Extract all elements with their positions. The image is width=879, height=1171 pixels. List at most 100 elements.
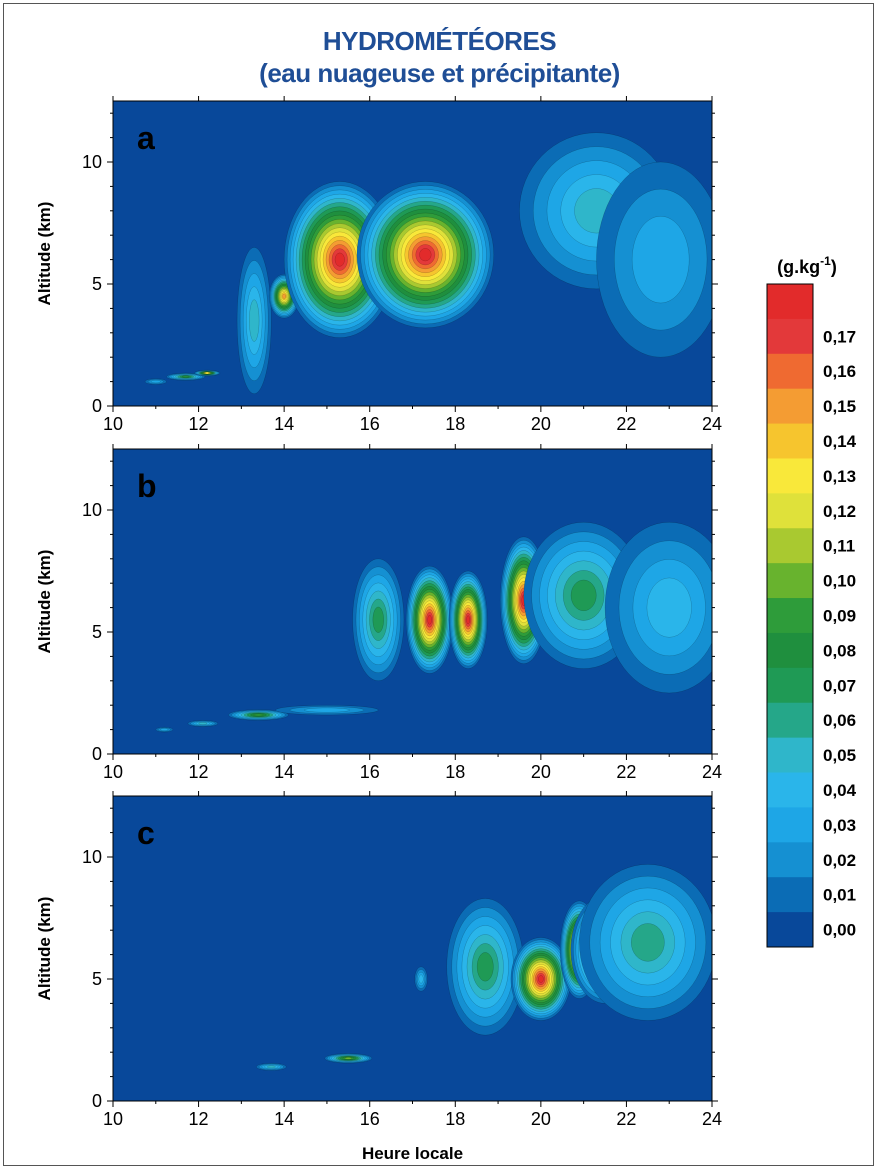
contour-band <box>282 293 286 299</box>
contour-blob <box>604 521 712 694</box>
colorbar-swatch <box>767 284 813 320</box>
x-tick-label: 10 <box>103 1109 123 1129</box>
contour-band <box>205 371 209 375</box>
x-axis-label: Heure locale <box>362 1144 463 1163</box>
x-tick-label: 16 <box>360 762 380 782</box>
x-tick-label: 12 <box>189 1109 209 1129</box>
contour-blob <box>144 378 167 385</box>
colorbar-label: 0,05 <box>823 746 856 765</box>
colorbar-label: 0,15 <box>823 397 856 416</box>
colorbar-title-unit: (g.kg <box>777 257 820 277</box>
x-tick-label: 14 <box>274 1109 294 1129</box>
panel-letter: c <box>137 815 155 851</box>
colorbar-label: 0,03 <box>823 816 856 835</box>
panel-b <box>113 449 712 754</box>
colorbar-title-close: ) <box>831 257 837 277</box>
contour-blob <box>579 864 712 1021</box>
contour-band <box>160 728 169 731</box>
colorbar-label: 0,10 <box>823 572 856 591</box>
x-tick-label: 18 <box>445 1109 465 1129</box>
contour-band <box>150 380 161 384</box>
y-tick-label: 5 <box>92 622 102 642</box>
x-tick-label: 12 <box>189 762 209 782</box>
x-tick-label: 18 <box>445 762 465 782</box>
colorbar-label: 0,11 <box>823 537 855 556</box>
contour-blob <box>523 521 644 669</box>
contour-band <box>418 974 424 984</box>
panel-letter: b <box>137 468 157 504</box>
colorbar-swatch <box>767 842 813 878</box>
colorbar-label: 0,16 <box>823 362 856 381</box>
colorbar-swatch <box>767 493 813 529</box>
y-tick-label: 0 <box>92 1091 102 1111</box>
chart-subtitle: (eau nuageuse et précipitante) <box>259 58 620 88</box>
contour-band <box>538 975 544 983</box>
contour-blob <box>356 181 495 329</box>
contour-blob <box>324 1053 373 1064</box>
x-tick-label: 24 <box>702 1109 722 1129</box>
panel-letter: a <box>137 120 155 156</box>
colorbar-swatch <box>767 388 813 425</box>
contour-band <box>253 713 264 717</box>
colorbar-label: 0,06 <box>823 711 856 730</box>
contour-band <box>334 252 345 267</box>
contour-blob <box>194 369 221 377</box>
y-tick-label: 10 <box>82 847 102 867</box>
contour-band <box>427 614 432 625</box>
y-tick-label: 10 <box>82 500 102 520</box>
contour-blob <box>236 247 272 395</box>
contour-band <box>646 577 692 638</box>
contour-blob <box>446 898 524 1036</box>
x-tick-label: 22 <box>616 414 636 434</box>
colorbar-swatch <box>767 912 813 948</box>
contour-blob <box>352 558 405 682</box>
y-tick-label: 0 <box>92 396 102 416</box>
colorbar-swatch <box>767 772 813 808</box>
contour-band <box>570 579 597 612</box>
contour-band <box>631 215 690 304</box>
contour-band <box>344 1057 353 1060</box>
chart-title: HYDROMÉTÉORES <box>322 26 557 56</box>
x-tick-label: 16 <box>360 1109 380 1129</box>
colorbar-label: 0,02 <box>823 851 856 870</box>
colorbar-label: 0,08 <box>823 641 856 660</box>
colorbar-swatch <box>767 563 813 599</box>
y-tick-label: 5 <box>92 969 102 989</box>
contour-band <box>419 248 432 262</box>
panel-a <box>113 101 712 406</box>
contour-band <box>266 1065 276 1069</box>
colorbar-swatch <box>767 667 813 704</box>
colorbar-swatch <box>767 318 813 355</box>
x-tick-label: 22 <box>616 1109 636 1129</box>
colorbar-swatch <box>767 737 813 774</box>
contour-band <box>198 722 208 725</box>
colorbar-label: 0,14 <box>823 432 857 451</box>
x-tick-label: 10 <box>103 414 123 434</box>
x-tick-label: 20 <box>531 762 551 782</box>
colorbar-swatch <box>767 632 813 669</box>
contour-band <box>249 299 260 342</box>
colorbar-title-exponent: -1 <box>820 254 831 268</box>
y-axis-label: Altitude (km) <box>35 550 54 654</box>
x-tick-label: 20 <box>531 414 551 434</box>
colorbar-title: (g.kg-1) <box>777 254 837 277</box>
y-tick-label: 5 <box>92 274 102 294</box>
x-tick-label: 10 <box>103 762 123 782</box>
y-tick-label: 10 <box>82 152 102 172</box>
y-tick-label: 0 <box>92 744 102 764</box>
colorbar-swatch <box>767 702 813 739</box>
x-tick-label: 14 <box>274 414 294 434</box>
x-tick-label: 14 <box>274 762 294 782</box>
contour-blob <box>166 372 206 381</box>
colorbar-label: 0,09 <box>823 607 856 626</box>
contour-band <box>630 923 665 962</box>
contour-band <box>466 615 471 625</box>
x-tick-label: 16 <box>360 414 380 434</box>
x-tick-label: 18 <box>445 414 465 434</box>
y-axis-label: Altitude (km) <box>35 202 54 306</box>
colorbar-swatch <box>767 807 813 843</box>
contour-blob <box>405 565 454 674</box>
x-tick-label: 24 <box>702 414 722 434</box>
contour-blob <box>510 937 572 1021</box>
